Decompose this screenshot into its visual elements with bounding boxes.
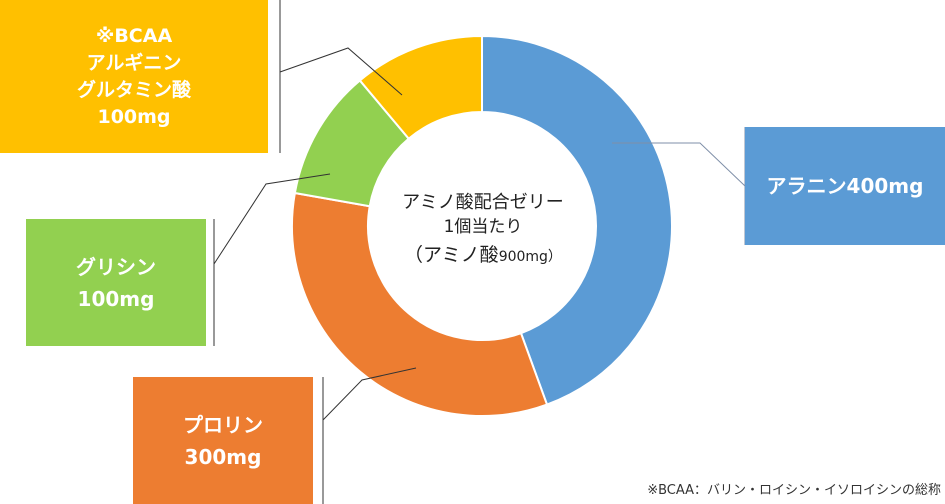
leader-line-proline bbox=[322, 367, 417, 421]
center-label-line3-open: （アミノ bbox=[404, 244, 480, 266]
label-bcaa-line2: アルギニン bbox=[86, 51, 182, 74]
center-label: アミノ酸配合ゼリー 1個当たり （アミノ酸900mg） bbox=[376, 191, 590, 271]
label-bcaa-line1: ※BCAA bbox=[95, 24, 173, 47]
label-glycine: グリシン bbox=[76, 254, 156, 279]
label-box-alanine: アラニン400mg bbox=[745, 127, 945, 245]
donut-slice-proline bbox=[291, 191, 549, 417]
center-label-line3-total: 900mg） bbox=[498, 249, 562, 265]
leader-line-bcaa bbox=[279, 47, 403, 96]
value-glycine: 100mg bbox=[77, 286, 155, 311]
center-label-line2: 1個当たり bbox=[443, 217, 523, 237]
center-label-line1: アミノ酸配合ゼリー bbox=[402, 192, 564, 213]
value-bcaa: 100mg bbox=[97, 105, 171, 128]
center-label-line3-mid: 酸 bbox=[479, 244, 499, 266]
value-alanine: 400mg bbox=[846, 174, 924, 198]
footnote: ※BCAA：バリン・ロイシン・イソロイシンの総称 bbox=[647, 483, 941, 498]
label-alanine: アラニン bbox=[766, 174, 847, 198]
label-box-proline: プロリン 300mg bbox=[133, 377, 313, 504]
label-box-bcaa: ※BCAA アルギニン グルタミン酸 100mg bbox=[0, 0, 268, 153]
donut-slice-alanine bbox=[481, 34, 673, 406]
label-bcaa-line3: グルタミン酸 bbox=[76, 78, 191, 101]
leader-line-glycine bbox=[213, 173, 331, 265]
center-label-line3: （アミノ酸900mg） bbox=[376, 241, 590, 271]
leader-line-alanine bbox=[612, 142, 746, 187]
value-proline: 300mg bbox=[184, 444, 262, 469]
label-box-glycine: グリシン 100mg bbox=[26, 219, 206, 346]
label-proline: プロリン bbox=[183, 412, 263, 437]
donut-slice-bcaa bbox=[358, 34, 483, 141]
